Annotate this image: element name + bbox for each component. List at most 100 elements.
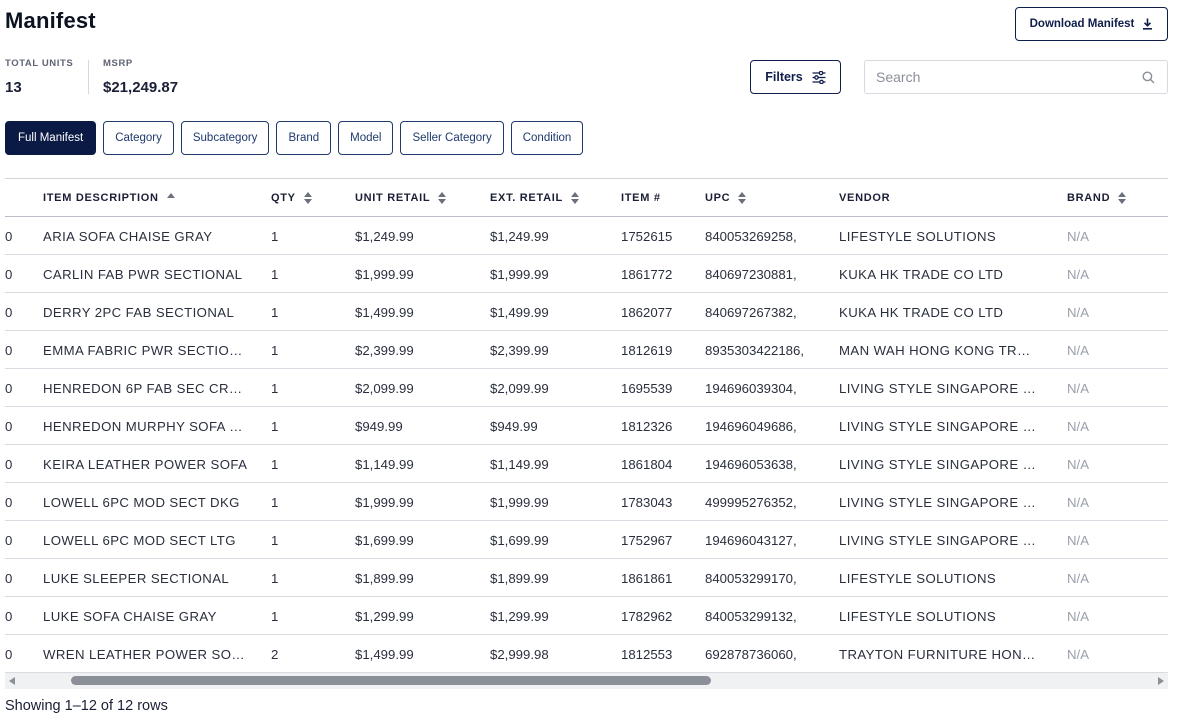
table-header: ITEM DESCRIPTION QTY UNIT RETAIL EXT. RE… xyxy=(5,179,1168,217)
qty-cell: 1 xyxy=(271,255,311,293)
row-index-cell-text: 0 xyxy=(5,342,13,358)
ext-retail-cell: $2,099.99 xyxy=(490,369,600,407)
msrp-stat: MSRP $21,249.87 xyxy=(103,58,178,96)
brand-cell: N/A xyxy=(1067,521,1157,559)
row-index-cell: 0 xyxy=(5,597,19,635)
tab-model[interactable]: Model xyxy=(338,121,394,155)
table-row[interactable]: 0 CARLIN FAB PWR SECTIONAL 1 $1,999.99 $1,99… xyxy=(5,255,1168,293)
item-number-cell-text: 1782962 xyxy=(621,608,673,624)
sliders-icon xyxy=(812,70,826,84)
vendor-cell-text: LIFESTYLE SOLUTIONS xyxy=(839,608,997,624)
table-row[interactable]: 0 LOWELL 6PC MOD SECT LTG 1 $1,699.99 $1,699… xyxy=(5,521,1168,559)
qty-cell: 2 xyxy=(271,635,311,673)
qty-cell: 1 xyxy=(271,331,311,369)
table-row[interactable]: 0 ARIA SOFA CHAISE GRAY 1 $1,249.99 $1,249.9… xyxy=(5,217,1168,255)
column-header-label: UNIT RETAIL xyxy=(355,192,431,204)
search-icon[interactable] xyxy=(1142,71,1155,84)
sort-icon[interactable] xyxy=(303,192,313,204)
item-description-cell: WREN LEATHER POWER SOFA xyxy=(43,635,248,673)
sort-icon[interactable] xyxy=(738,192,747,204)
download-manifest-label: Download Manifest xyxy=(1029,18,1135,30)
row-index-cell-text: 0 xyxy=(5,304,13,320)
column-header-item-description[interactable]: ITEM DESCRIPTION xyxy=(43,179,248,217)
vendor-cell: LIVING STYLE SINGAPORE PT xyxy=(839,445,1039,483)
tab-brand[interactable]: Brand xyxy=(276,121,332,155)
horizontal-scrollbar[interactable] xyxy=(5,673,1168,689)
item-description-cell-text: CARLIN FAB PWR SECTIONAL xyxy=(43,266,243,282)
ext-retail-cell: $1,149.99 xyxy=(490,445,600,483)
brand-cell: N/A xyxy=(1067,217,1157,255)
table-row[interactable]: 0 LUKE SOFA CHAISE GRAY 1 $1,299.99 $1,299.9… xyxy=(5,597,1168,635)
upc-cell: 840053269258, xyxy=(705,217,825,255)
ext-retail-cell: $1,299.99 xyxy=(490,597,600,635)
item-description-cell: HENREDON 6P FAB SEC CRE... xyxy=(43,369,248,407)
sort-icon[interactable] xyxy=(570,192,580,204)
table-row[interactable]: 0 HENREDON MURPHY SOFA W... 1 $949.99 $949.9… xyxy=(5,407,1168,445)
item-number-cell: 1861861 xyxy=(621,559,691,597)
item-description-cell-text: DERRY 2PC FAB SECTIONAL xyxy=(43,304,235,320)
msrp-value: $21,249.87 xyxy=(103,79,179,96)
download-manifest-button[interactable]: Download Manifest xyxy=(1015,7,1168,41)
sort-ascending-icon[interactable] xyxy=(166,192,176,204)
unit-retail-cell: $949.99 xyxy=(355,407,465,445)
upc-cell: 194696039304, xyxy=(705,369,825,407)
column-header-ext-retail[interactable]: EXT. RETAIL xyxy=(490,179,600,217)
vendor-cell-text: LIVING STYLE SINGAPORE PT xyxy=(839,456,1039,472)
unit-retail-cell: $1,499.99 xyxy=(355,635,465,673)
tab-seller-category[interactable]: Seller Category xyxy=(400,121,504,155)
unit-retail-cell: $1,899.99 xyxy=(355,559,465,597)
table-row[interactable]: 0 LUKE SLEEPER SECTIONAL 1 $1,899.99 $1,899.… xyxy=(5,559,1168,597)
table-row[interactable]: 0 HENREDON 6P FAB SEC CRE... 1 $2,099.99 $2,… xyxy=(5,369,1168,407)
qty-cell-text: 1 xyxy=(271,418,279,434)
upc-cell: 194696049686, xyxy=(705,407,825,445)
column-header-label: EXT. RETAIL xyxy=(490,192,563,204)
vendor-cell-text: KUKA HK TRADE CO LTD xyxy=(839,266,1004,282)
download-icon xyxy=(1143,18,1153,30)
column-header-upc[interactable]: UPC xyxy=(705,179,825,217)
qty-cell: 1 xyxy=(271,483,311,521)
column-header-qty[interactable]: QTY xyxy=(271,179,313,217)
item-description-cell-text: LUKE SLEEPER SECTIONAL xyxy=(43,570,230,586)
brand-cell-text: N/A xyxy=(1067,228,1089,244)
upc-cell-text: 692878736060, xyxy=(705,646,797,662)
vendor-cell: LIFESTYLE SOLUTIONS xyxy=(839,559,1039,597)
qty-cell: 1 xyxy=(271,521,311,559)
manifest-table: ITEM DESCRIPTION QTY UNIT RETAIL EXT. RE… xyxy=(5,178,1168,691)
row-index-cell-text: 0 xyxy=(5,570,13,586)
item-description-cell: LOWELL 6PC MOD SECT LTG xyxy=(43,521,248,559)
scroll-left-arrow-icon[interactable] xyxy=(9,677,15,685)
scroll-thumb[interactable] xyxy=(71,676,711,685)
item-description-cell: KEIRA LEATHER POWER SOFA xyxy=(43,445,248,483)
sort-icon[interactable] xyxy=(1118,192,1127,204)
table-row[interactable]: 0 EMMA FABRIC PWR SECTIONAL 1 $2,399.99 $2,3… xyxy=(5,331,1168,369)
item-description-cell: ARIA SOFA CHAISE GRAY xyxy=(43,217,248,255)
tab-category[interactable]: Category xyxy=(103,121,174,155)
tab-full-manifest[interactable]: Full Manifest xyxy=(5,121,97,155)
unit-retail-cell: $2,099.99 xyxy=(355,369,465,407)
table-row[interactable]: 0 KEIRA LEATHER POWER SOFA 1 $1,149.99 $1,14… xyxy=(5,445,1168,483)
upc-cell-text: 840053299132, xyxy=(705,608,797,624)
item-number-cell-text: 1752967 xyxy=(621,532,673,548)
brand-cell: N/A xyxy=(1067,597,1157,635)
tab-subcategory[interactable]: Subcategory xyxy=(180,121,270,155)
tab-condition[interactable]: Condition xyxy=(510,121,584,155)
item-number-cell-text: 1861772 xyxy=(621,266,673,282)
item-number-cell-text: 1812619 xyxy=(621,342,673,358)
row-index-cell: 0 xyxy=(5,255,19,293)
upc-cell: 194696043127, xyxy=(705,521,825,559)
column-header-label: ITEM DESCRIPTION xyxy=(43,192,159,204)
sort-icon[interactable] xyxy=(438,192,447,204)
column-header-unit-retail[interactable]: UNIT RETAIL xyxy=(355,179,465,217)
ext-retail-cell-text: $1,149.99 xyxy=(490,456,549,472)
column-header-brand[interactable]: BRAND xyxy=(1067,179,1157,217)
table-row[interactable]: 0 WREN LEATHER POWER SOFA 2 $1,499.99 $2,999… xyxy=(5,635,1168,673)
search-input[interactable] xyxy=(865,61,1167,93)
table-row[interactable]: 0 DERRY 2PC FAB SECTIONAL 1 $1,499.99 $1,499… xyxy=(5,293,1168,331)
scroll-right-arrow-icon[interactable] xyxy=(1158,677,1164,685)
unit-retail-cell-text: $1,149.99 xyxy=(355,456,414,472)
filters-button[interactable]: Filters xyxy=(750,60,841,94)
table-row[interactable]: 0 LOWELL 6PC MOD SECT DKG 1 $1,999.99 $1,999… xyxy=(5,483,1168,521)
brand-cell: N/A xyxy=(1067,331,1157,369)
upc-cell: 840697267382, xyxy=(705,293,825,331)
row-index-cell-text: 0 xyxy=(5,532,13,548)
